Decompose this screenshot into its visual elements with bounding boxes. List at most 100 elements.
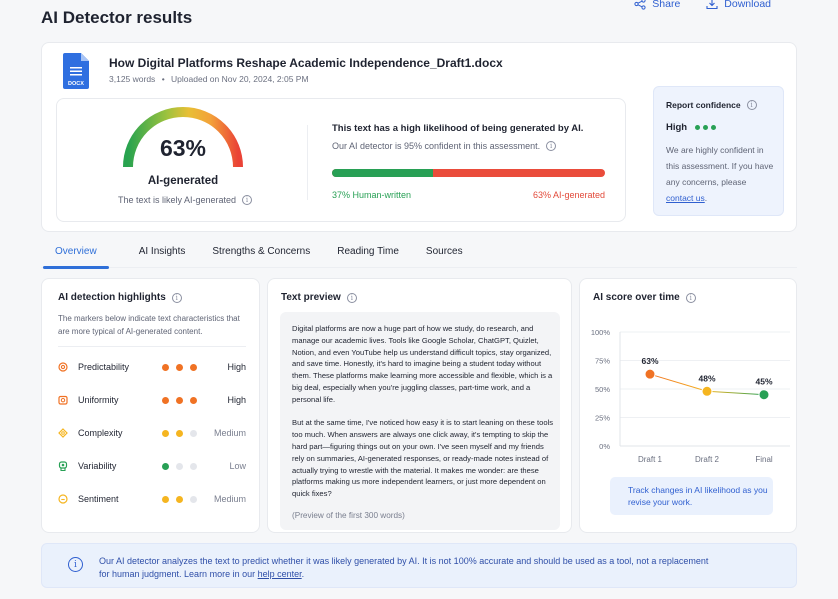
assessment-title: This text has a high likelihood of being…: [332, 123, 584, 134]
confidence-text-end: .: [704, 193, 708, 203]
highlight-row-variability: Variability Low: [58, 459, 246, 473]
confidence-level-text: High: [666, 122, 688, 133]
tab-reading-time[interactable]: Reading Time: [337, 246, 399, 257]
confidence-dot: [695, 125, 701, 130]
info-icon[interactable]: i: [346, 292, 357, 303]
tab-overview[interactable]: Overview: [43, 240, 109, 269]
highlight-level-dots: [162, 429, 212, 437]
level-dot: [190, 462, 197, 470]
gauge-arc: [123, 107, 243, 168]
info-icon[interactable]: i: [546, 141, 557, 151]
ai-label-text: 63% AI-generated: [532, 190, 605, 200]
info-icon[interactable]: i: [685, 292, 696, 303]
confidence-level: High: [666, 122, 717, 133]
confidence-dot: [703, 125, 709, 130]
highlight-level: Low: [229, 461, 246, 471]
tab-sources[interactable]: Sources: [425, 246, 463, 257]
shuffle-icon: [58, 461, 68, 471]
info-icon[interactable]: i: [242, 195, 253, 205]
level-dot: [162, 363, 169, 371]
share-button[interactable]: Share: [634, 0, 680, 10]
chart-note: Track changes in AI likelihood as you re…: [628, 485, 768, 507]
disclaimer-body: Our AI detector analyzes the text to pre…: [99, 556, 709, 579]
report-confidence-title: Report confidence i: [666, 100, 757, 110]
human-percent-label: 37% Human-written: [332, 190, 411, 200]
highlights-title: AI detection highlights i: [58, 292, 182, 303]
level-dot: [190, 396, 197, 404]
word-count: 3,125 words: [109, 74, 156, 84]
ai-score-subtitle-text: The text is likely AI-generated: [117, 195, 237, 205]
highlight-name: Uniformity: [78, 395, 119, 405]
contact-us-link[interactable]: contact us: [666, 193, 705, 203]
smile-icon: [58, 494, 68, 504]
data-point: [758, 389, 770, 401]
y-tick-label: 0%: [599, 442, 610, 451]
human-bar-fill: [332, 169, 433, 177]
data-point: [701, 385, 713, 397]
info-icon: i: [68, 557, 83, 572]
highlights-title-text: AI detection highlights: [58, 292, 166, 303]
highlight-level-dots: [162, 495, 212, 503]
highlights-panel: [41, 278, 260, 533]
highlight-level: High: [227, 395, 246, 405]
grid-icon: [58, 395, 68, 405]
highlight-level-dots: [162, 396, 212, 404]
data-point: [644, 368, 656, 380]
highlights-description: The markers below indicate text characte…: [58, 314, 240, 336]
chart-title: AI score over time i: [593, 292, 696, 303]
report-confidence-card: [653, 86, 784, 216]
ai-score-label: AI-generated: [147, 175, 219, 187]
level-dot: [162, 462, 169, 470]
assessment-confidence-text: Our AI detector is 95% confident in this…: [332, 141, 541, 151]
page-title: AI Detector results: [41, 8, 193, 27]
top-actions: Share Download: [634, 0, 771, 10]
upload-date: Uploaded on Nov 20, 2024, 2:05 PM: [171, 74, 309, 84]
highlight-level-dots: [162, 363, 212, 371]
level-dot: [190, 363, 197, 371]
level-dot: [176, 495, 183, 503]
level-dot: [190, 429, 197, 437]
chart-note-box: [610, 477, 773, 515]
level-dot: [162, 396, 169, 404]
tab-ai-insights[interactable]: AI Insights: [138, 246, 186, 257]
text-preview-title-text: Text preview: [281, 292, 341, 303]
disclaimer-text: Our AI detector analyzes the text to pre…: [99, 555, 719, 580]
y-tick-label: 25%: [595, 414, 610, 423]
data-label: 63%: [641, 356, 658, 366]
highlight-row-complexity: Complexity Medium: [58, 426, 246, 440]
ai-score-gauge: [123, 107, 243, 168]
data-label: 48%: [698, 373, 715, 383]
highlight-level: Medium: [213, 428, 246, 438]
ai-percent-label: 63% AI-generated: [533, 190, 605, 200]
info-icon[interactable]: i: [171, 292, 182, 303]
highlight-level-dots: [162, 462, 212, 470]
ai-score-subtitle: The text is likely AI-generated i: [90, 195, 280, 205]
x-tick-label: Final: [755, 455, 773, 464]
level-dot: [162, 429, 169, 437]
download-label: Download: [724, 0, 771, 10]
info-icon[interactable]: i: [746, 100, 757, 110]
document-meta: 3,125 words • Uploaded on Nov 20, 2024, …: [109, 74, 309, 84]
data-label: 45%: [755, 377, 772, 387]
highlight-row-sentiment: Sentiment Medium: [58, 492, 246, 506]
confidence-dot: [711, 125, 717, 130]
layers-icon: [58, 428, 68, 438]
level-dot: [176, 462, 183, 470]
highlight-name: Sentiment: [78, 494, 119, 504]
help-center-link[interactable]: help center: [257, 568, 302, 579]
text-preview-box: [280, 312, 560, 530]
highlight-name: Variability: [78, 461, 117, 471]
share-label: Share: [652, 0, 681, 10]
preview-note: (Preview of the first 300 words): [292, 511, 405, 520]
ai-score-value: 63%: [159, 135, 207, 161]
tab-strengths-concerns[interactable]: Strengths & Concerns: [212, 246, 311, 257]
download-button[interactable]: Download: [706, 0, 771, 10]
x-tick-label: Draft 1: [638, 455, 663, 464]
target-icon: [58, 362, 68, 372]
preview-paragraph: Digital platforms are now a huge part of…: [292, 324, 553, 404]
assessment-confidence: Our AI detector is 95% confident in this…: [332, 141, 557, 151]
level-dot: [176, 429, 183, 437]
ai-score-line-chart: 0% 25% 50% 75% 100% 63% Draft 1 48% Draft 2 45% Fi…: [591, 328, 790, 464]
y-tick-label: 75%: [595, 357, 610, 366]
series-line-segment: [649, 373, 708, 392]
